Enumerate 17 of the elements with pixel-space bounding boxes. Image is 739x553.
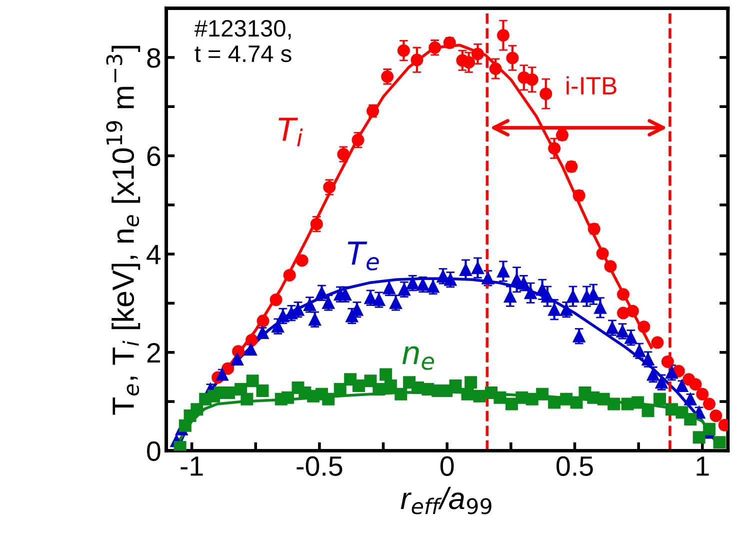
annotation: #123130, t = 4.74 s [194,20,292,62]
x-tick-label: 0 [440,456,454,476]
x-tick-label: -0.5 [296,456,342,476]
text: T$_{e}$, T$_{i}$ [keV], n$_{e}$ [x10$^{19}$ m$^{−3}$] [106,46,140,415]
x-tick-label: 0.5 [556,456,593,476]
y-tick-label: 0 [147,441,160,462]
x-tick-label: 1 [696,456,709,476]
y-tick-label: 6 [147,146,160,166]
y-tick-label: 8 [147,48,160,68]
x-axis-title: r$_{eff}$/a$_{99}$ [400,486,492,514]
y-tick-label: 4 [146,245,161,264]
series-label: n$_{e}$ [402,346,434,370]
series-label: T$_{e}$ [348,242,379,270]
y-tick-label: 2 [147,343,160,362]
series-label: T$_{i}$ [278,118,303,146]
ref-line-label: i-ITB [566,76,616,94]
x-tick-label: -1 [180,456,203,476]
